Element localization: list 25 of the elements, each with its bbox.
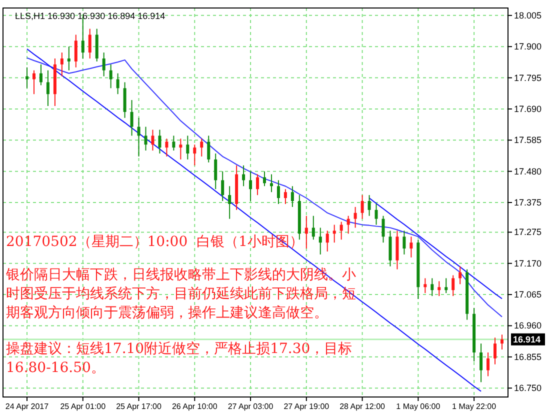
- annotation: 操盘建议：短线17.10附近做空，严格止损17.30，目标16.80-16.50。: [6, 340, 354, 378]
- y-tick-label: 17.275: [514, 227, 542, 238]
- y-tick-label: 17.375: [514, 198, 542, 208]
- y-tick-label: 17.795: [514, 72, 542, 83]
- y-tick-label: 17.065: [514, 290, 542, 300]
- y-tick-label: 17.585: [514, 135, 542, 146]
- x-tick-label: 27 Apr 03:00: [228, 402, 274, 411]
- x-tick-label: 25 Apr 01:00: [60, 402, 106, 411]
- y-tick-label: 16.960: [514, 320, 542, 331]
- x-tick-label: 26 Apr 10:00: [172, 402, 218, 411]
- x-tick-label: 27 Apr 19:00: [284, 402, 330, 411]
- y-tick-label: 16.855: [514, 352, 542, 362]
- y-tick-label: 17.480: [514, 166, 542, 176]
- title: LLS,H1 16.930 16.930 16.894 16.914: [15, 11, 166, 21]
- x-tick-label: 25 Apr 17:00: [116, 402, 162, 411]
- x-tick-label: 1 May 06:00: [396, 402, 441, 411]
- y-tick-label: 17.900: [514, 42, 542, 52]
- y-tick-label: 18.005: [514, 10, 542, 20]
- y-tick-label: 17.690: [514, 104, 542, 114]
- x-tick-label: 1 May 22:00: [452, 402, 497, 411]
- ref-line-label: 16.914: [513, 334, 541, 344]
- x-tick-label: 28 Apr 12:00: [340, 402, 386, 411]
- y-tick-label: 16.750: [514, 383, 542, 394]
- y-tick-label: 17.170: [514, 258, 542, 268]
- x-tick-label: 24 Apr 2017: [5, 402, 50, 411]
